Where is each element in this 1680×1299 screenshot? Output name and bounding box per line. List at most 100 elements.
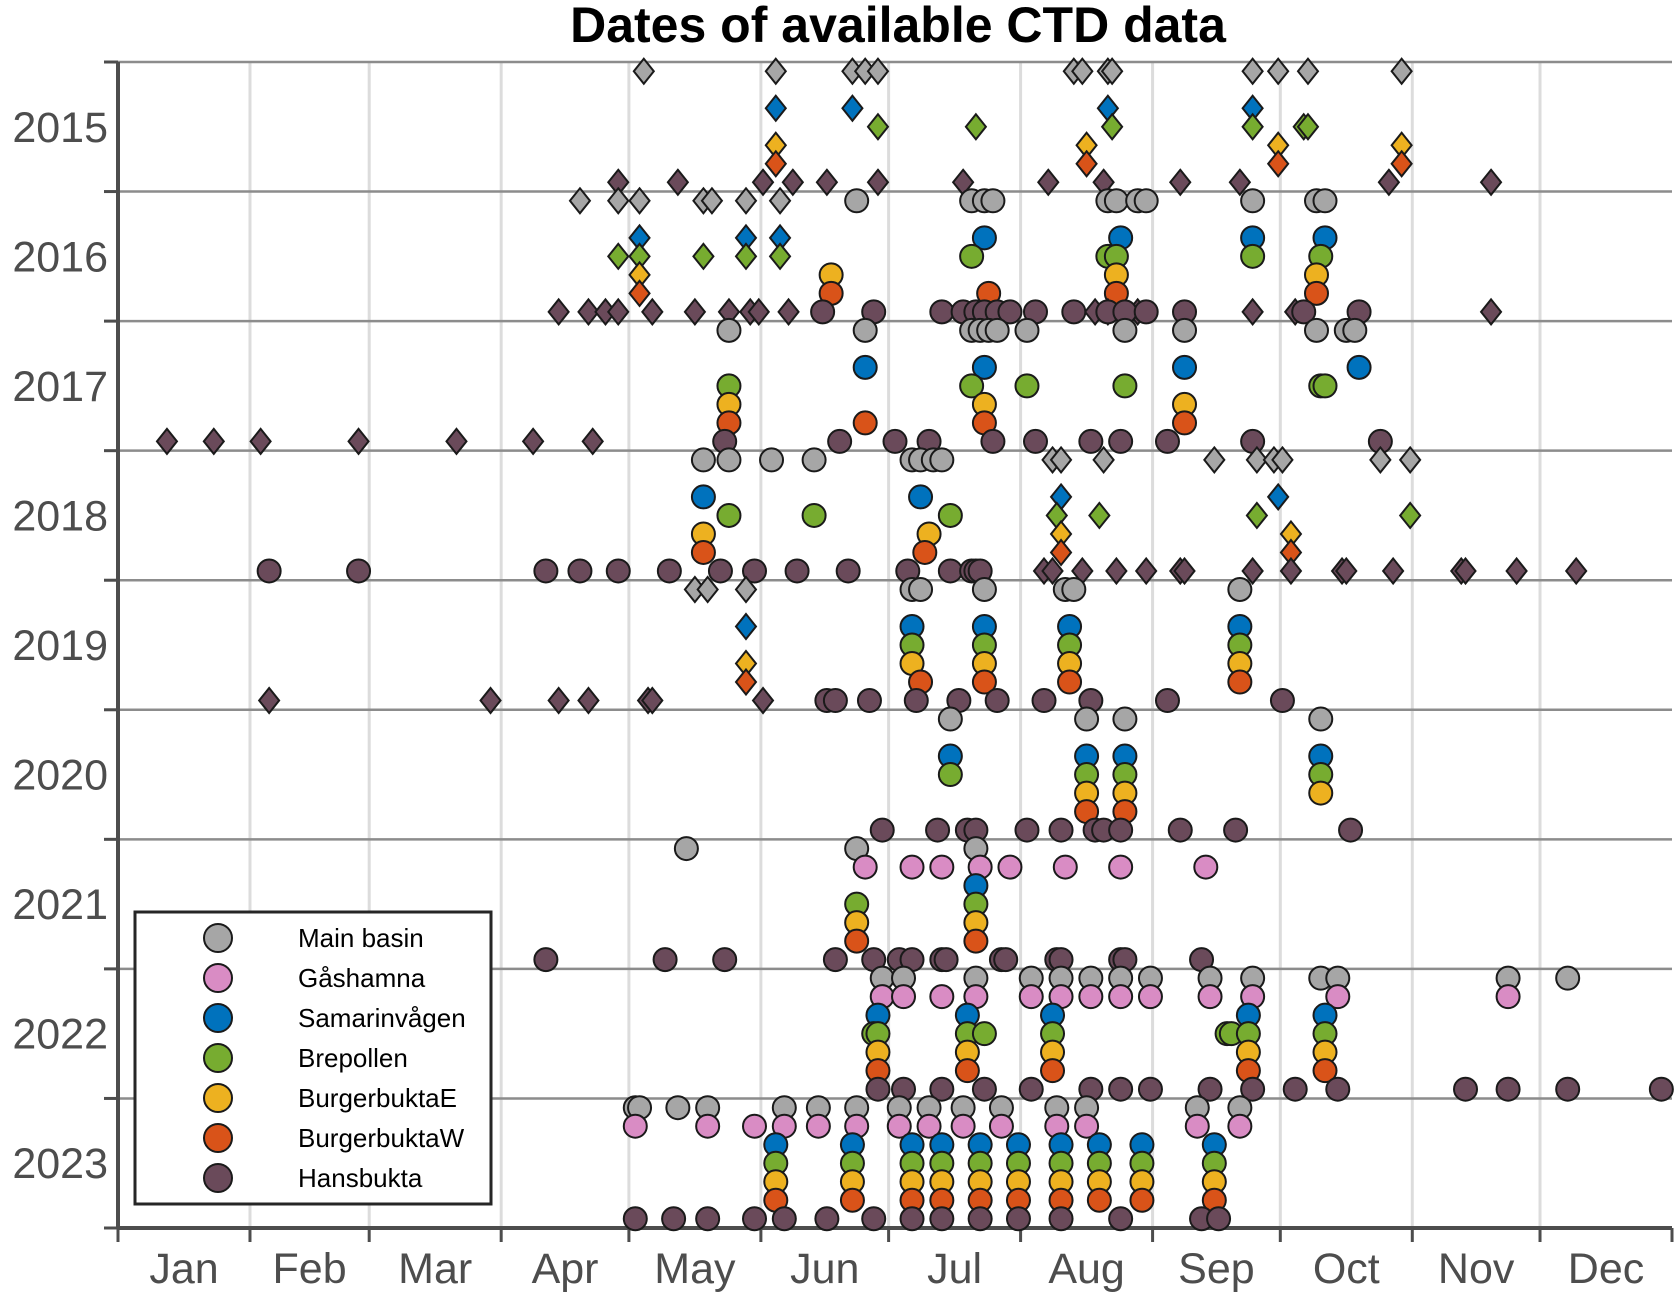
month-tick-labels: Jan Feb Mar Apr May Jun Jul Aug Sep Oct Nov Dec (149, 1245, 1644, 1293)
marker-main-basin (1303, 317, 1329, 343)
marker-g-shamna (1495, 984, 1521, 1010)
legend-items: Main basin Gåshamna Samarinvågen Brepollen B… (203, 923, 466, 1193)
marker-main-basin (734, 575, 758, 604)
marker-brepollen (692, 242, 715, 271)
marker-hansbukta (835, 558, 861, 584)
marker-hansbukta (1240, 428, 1266, 454)
marker-main-basin (1203, 445, 1226, 475)
marker-g-shamna (1074, 1113, 1100, 1139)
marker-hansbukta (1381, 556, 1405, 586)
marker-hansbukta (814, 1206, 840, 1232)
marker-hansbukta (742, 1206, 768, 1232)
marker-hansbukta (1036, 168, 1060, 197)
marker-main-basin (1241, 57, 1264, 86)
marker-main-basin (673, 836, 699, 862)
marker-main-basin (764, 57, 788, 86)
marker-g-shamna (742, 1113, 768, 1139)
legend-label: Gåshamna (298, 963, 426, 993)
marker-main-basin (984, 317, 1010, 343)
marker-main-basin (665, 1095, 691, 1121)
marker-main-basin (1227, 576, 1253, 602)
marker-brepollen (959, 243, 985, 269)
marker-samarinv-gen (1346, 354, 1372, 380)
marker-hansbukta (1048, 817, 1074, 843)
marker-burgerbuktaw (1266, 149, 1290, 178)
marker-burgerbuktaw (1049, 538, 1073, 567)
marker-brepollen (606, 242, 630, 271)
marker-hansbukta (1108, 817, 1134, 843)
marker-hansbukta (980, 428, 1006, 454)
marker-burgerbuktaw (1172, 410, 1198, 436)
marker-hansbukta (1279, 556, 1303, 586)
marker-main-basin (1133, 188, 1159, 214)
marker-burgerbuktaw (1129, 1187, 1155, 1213)
year-tick-label: 2019 (12, 622, 108, 670)
marker-brepollen (1312, 373, 1338, 399)
year-tick-label: 2021 (12, 881, 108, 929)
legend-marker (203, 1083, 233, 1113)
legend-label: Brepollen (298, 1043, 408, 1073)
marker-hansbukta (695, 1206, 721, 1232)
legend-label: Hansbukta (298, 1163, 423, 1193)
marker-hansbukta (971, 1076, 997, 1102)
marker-hansbukta (1134, 556, 1158, 586)
marker-hansbukta (781, 168, 805, 197)
marker-hansbukta (1505, 556, 1528, 586)
marker-samarinv-gen (971, 354, 997, 380)
marker-g-shamna (805, 1113, 831, 1139)
marker-brepollen (1398, 501, 1422, 530)
chart-title: Dates of available CTD data (570, 0, 1227, 53)
marker-main-basin (696, 575, 719, 604)
marker-main-basin (971, 576, 997, 602)
marker-hansbukta (1495, 1076, 1521, 1102)
marker-hansbukta (1108, 1076, 1134, 1102)
marker-main-basin (1342, 317, 1368, 343)
marker-hansbukta (1479, 297, 1503, 326)
marker-hansbukta (547, 297, 570, 326)
marker-brepollen (1296, 112, 1320, 141)
marker-hansbukta (547, 686, 570, 715)
legend-label: BurgerbuktaE (298, 1083, 457, 1113)
marker-hansbukta (1479, 168, 1503, 197)
marker-hansbukta (899, 1206, 925, 1232)
marker-g-shamna (1197, 984, 1223, 1010)
marker-g-shamna (852, 854, 878, 880)
marker-hansbukta (1335, 556, 1358, 586)
marker-g-shamna (891, 984, 917, 1010)
year-tick-label: 2016 (12, 233, 108, 281)
marker-hansbukta (533, 947, 559, 973)
legend-marker (203, 1123, 233, 1153)
marker-hansbukta (652, 947, 678, 973)
marker-main-basin (606, 186, 630, 215)
marker-hansbukta (155, 427, 179, 456)
marker-hansbukta (929, 299, 955, 325)
marker-g-shamna (1325, 984, 1351, 1010)
marker-burgerbuktaw (839, 1187, 865, 1213)
marker-main-basin (852, 317, 878, 343)
marker-burgerbuktaw (1086, 1187, 1112, 1213)
marker-brepollen (1112, 373, 1138, 399)
marker-hansbukta (777, 297, 800, 326)
marker-burgerbuktaw (844, 928, 870, 954)
marker-main-basin (1398, 445, 1422, 475)
marker-main-basin (690, 447, 716, 473)
marker-burgerbuktaw (971, 669, 997, 695)
marker-hansbukta (1240, 1076, 1266, 1102)
marker-hansbukta (683, 297, 707, 326)
marker-main-basin (844, 188, 870, 214)
marker-hansbukta (929, 1206, 955, 1232)
marker-main-basin (759, 447, 785, 473)
legend-marker (203, 1003, 233, 1033)
marker-hansbukta (622, 1206, 648, 1232)
marker-hansbukta (1108, 428, 1134, 454)
marker-samarinv-gen (734, 612, 758, 641)
marker-burgerbuktaw (1227, 669, 1253, 695)
marker-brepollen (1245, 501, 1269, 530)
marker-hansbukta (856, 688, 882, 714)
marker-brepollen (866, 112, 890, 141)
marker-hansbukta (577, 686, 600, 715)
marker-hansbukta (861, 1206, 887, 1232)
marker-hansbukta (747, 297, 771, 326)
marker-hansbukta (257, 686, 281, 715)
marker-hansbukta (1018, 1076, 1044, 1102)
